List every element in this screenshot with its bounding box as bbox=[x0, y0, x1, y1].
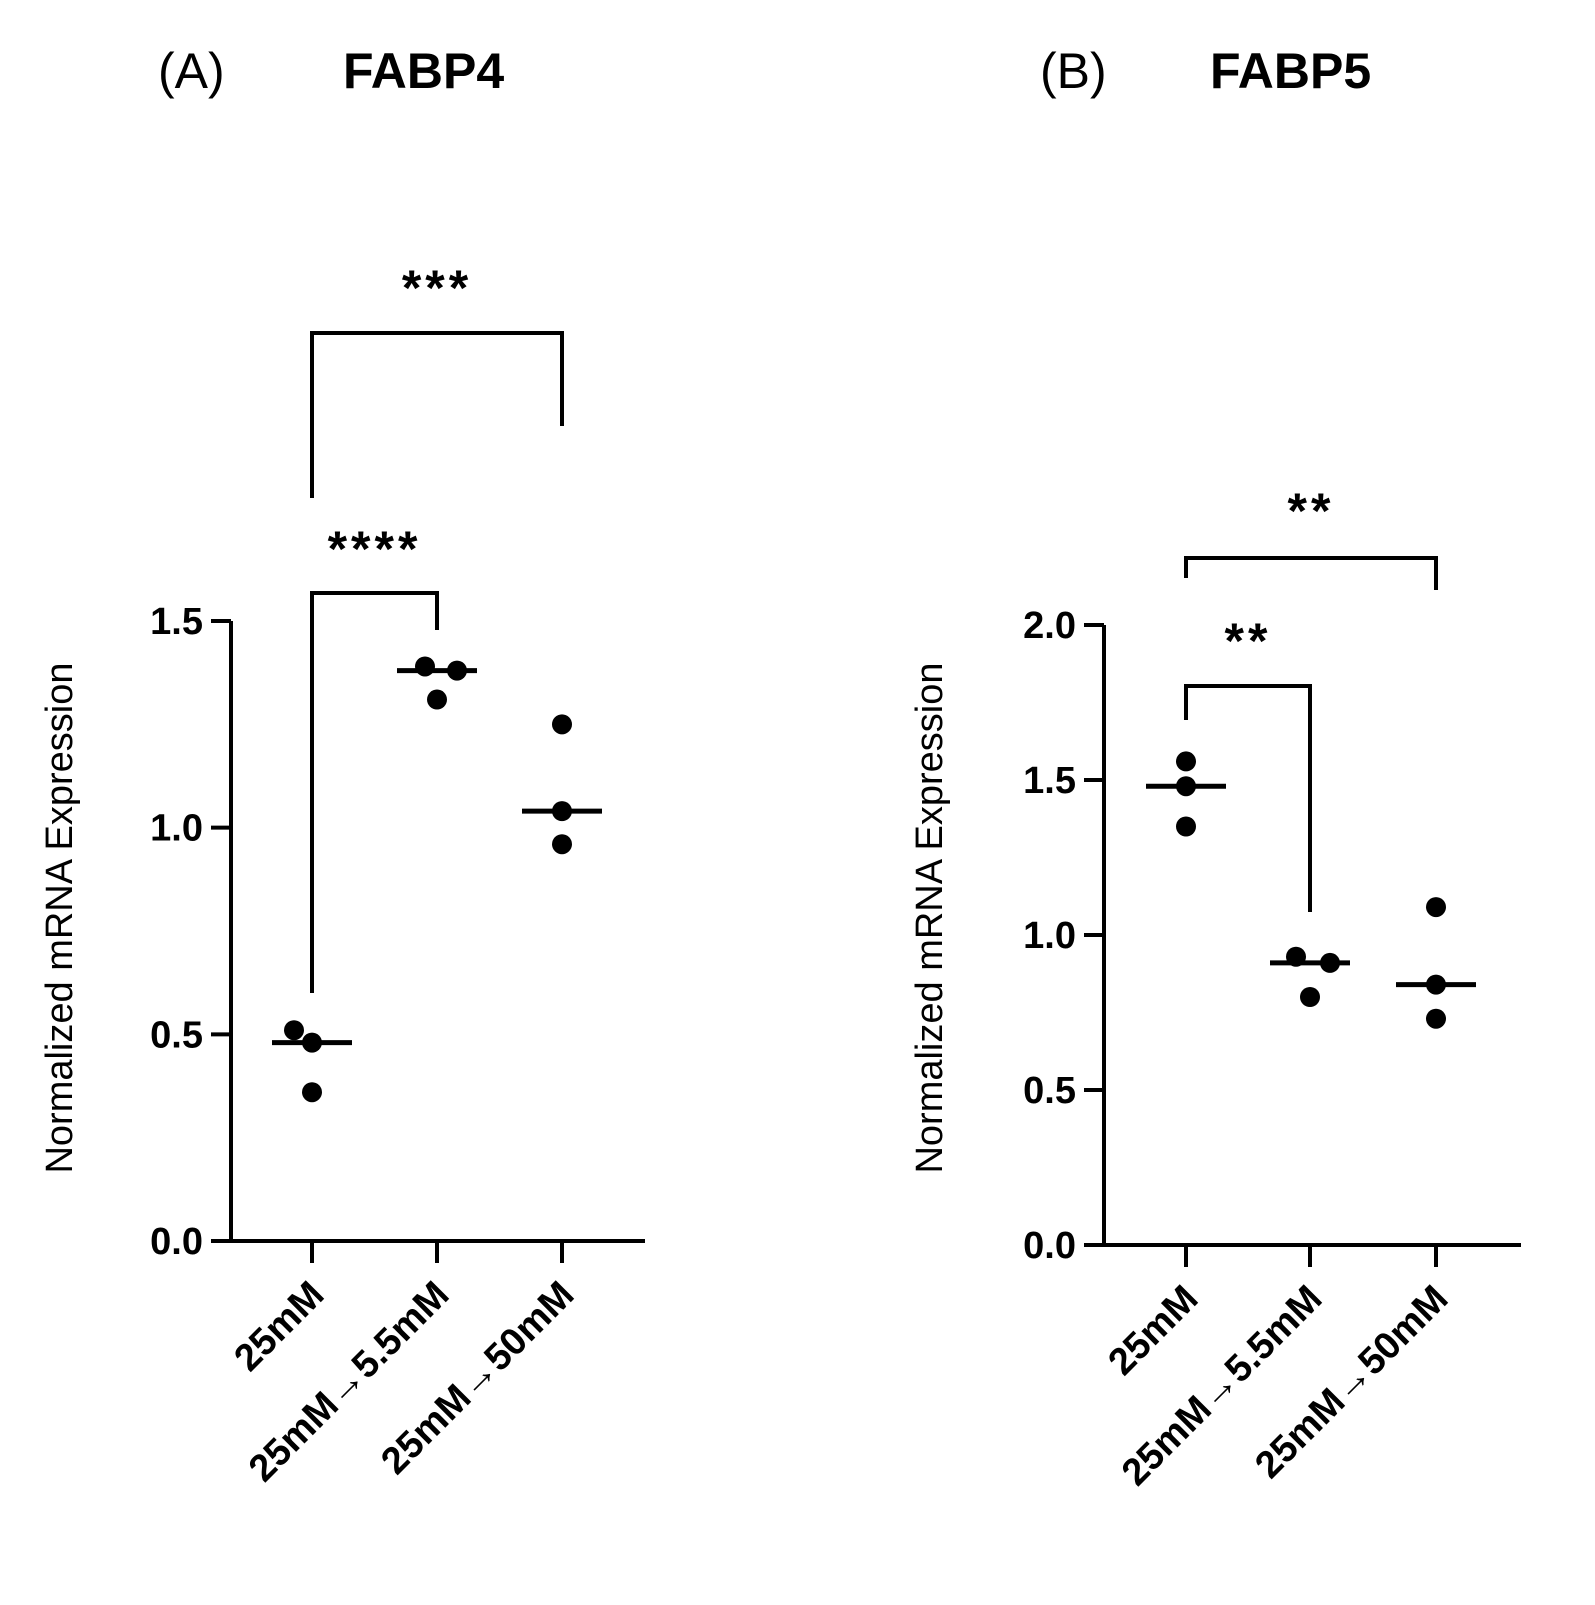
panel-a-y-tick-label: 1.0 bbox=[150, 808, 203, 850]
panel-a-y-tick-label: 0.5 bbox=[150, 1014, 203, 1056]
panel-b-plot-area: 0.00.51.01.52.025mM25mM→5.5mM25mM→50mM**… bbox=[1023, 483, 1521, 1494]
panel-a-data-point bbox=[552, 834, 572, 855]
panel-a-data-point bbox=[552, 714, 572, 735]
panel-b-letter: (B) bbox=[1040, 43, 1107, 99]
panel-b-data-point bbox=[1176, 776, 1196, 797]
panel-b: (B) FABP5 Normalized mRNA Expression 0.0… bbox=[909, 43, 1521, 1494]
panel-b-data-point bbox=[1176, 751, 1196, 772]
panel-b-y-tick-label: 0.5 bbox=[1023, 1070, 1076, 1112]
panel-a-letter: (A) bbox=[158, 43, 225, 99]
panel-b-data-point bbox=[1426, 1008, 1446, 1029]
panel-a-data-point bbox=[427, 689, 447, 710]
panel-b-category-label: 25mM bbox=[1100, 1278, 1206, 1384]
panel-a-title: FABP4 bbox=[343, 43, 504, 99]
panel-a-data-point bbox=[284, 1020, 304, 1041]
panel-a-data-point bbox=[302, 1032, 322, 1053]
panel-b-data-point bbox=[1426, 897, 1446, 918]
panel-a-data-point bbox=[415, 656, 435, 677]
panel-b-significance-bracket bbox=[1184, 684, 1312, 912]
panel-a-significance-label: *** bbox=[402, 260, 472, 316]
panel-a-y-axis-label: Normalized mRNA Expression bbox=[39, 662, 81, 1173]
panel-b-data-point bbox=[1300, 987, 1320, 1007]
panel-a-plot-area: 0.00.51.01.525mM25mM→5.5mM25mM→50mM*****… bbox=[150, 260, 645, 1490]
panel-b-significance-label: ** bbox=[1225, 613, 1272, 669]
panel-b-title: FABP5 bbox=[1210, 43, 1371, 99]
panel-b-y-tick-label: 1.0 bbox=[1023, 915, 1076, 957]
panel-a: (A) FABP4 Normalized mRNA Expression 0.0… bbox=[39, 43, 645, 1490]
panel-b-data-point bbox=[1176, 816, 1196, 837]
panel-b-significance-bracket bbox=[1184, 556, 1438, 590]
panel-b-y-tick-label: 1.5 bbox=[1023, 760, 1076, 802]
panel-a-data-point bbox=[302, 1082, 322, 1103]
panel-a-significance-bracket bbox=[310, 591, 439, 993]
panel-b-y-axis-label: Normalized mRNA Expression bbox=[909, 662, 951, 1173]
panel-b-significance-label: ** bbox=[1288, 483, 1335, 539]
panel-a-data-point bbox=[447, 660, 467, 681]
panel-a-data-point bbox=[552, 801, 572, 822]
panel-b-data-point bbox=[1426, 974, 1446, 995]
panel-a-y-tick-label: 0.0 bbox=[150, 1221, 203, 1263]
panel-a-category-label: 25mM bbox=[226, 1274, 332, 1380]
panel-b-data-point bbox=[1320, 952, 1340, 973]
panel-b-data-point bbox=[1286, 946, 1306, 967]
panel-a-significance-label: **** bbox=[328, 521, 422, 577]
panel-a-significance-bracket bbox=[310, 331, 564, 498]
panel-b-y-tick-label: 2.0 bbox=[1023, 605, 1076, 647]
panel-a-y-tick-label: 1.5 bbox=[150, 601, 203, 643]
panel-b-y-tick-label: 0.0 bbox=[1023, 1225, 1076, 1267]
